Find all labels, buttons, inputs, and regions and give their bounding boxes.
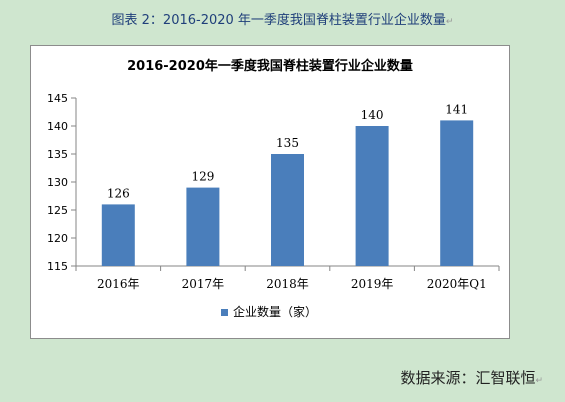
- caption-text: 图表 2：2016-2020 年一季度我国脊柱装置行业企业数量: [111, 13, 446, 28]
- data-source: 数据来源：汇智联恒↵: [400, 367, 543, 388]
- bar: [440, 120, 474, 267]
- y-tick-label: 120: [47, 232, 68, 245]
- chart-bars: 126 129 135 140 141: [101, 102, 474, 267]
- data-label: 141: [445, 102, 468, 116]
- y-tick-label: 135: [47, 148, 68, 161]
- y-tick-label: 115: [47, 260, 68, 273]
- legend-swatch: [221, 309, 228, 316]
- data-label: 129: [191, 170, 214, 184]
- chart-title: 2016-2020年一季度我国脊柱装置行业企业数量: [127, 58, 413, 74]
- bar: [355, 126, 389, 266]
- bar: [271, 154, 304, 266]
- y-tick-label: 125: [47, 204, 68, 217]
- chart-container: 2016-2020年一季度我国脊柱装置行业企业数量 115 120 125 130 13…: [30, 45, 510, 339]
- data-label: 135: [276, 136, 299, 150]
- figure-caption: 图表 2：2016-2020 年一季度我国脊柱装置行业企业数量↵: [0, 9, 565, 28]
- chart-axes: 115 120 125 130 135 140 145 2016年 2017年 2018年 2019…: [47, 92, 500, 291]
- source-text: 数据来源：汇智联恒: [400, 369, 536, 387]
- data-label: 140: [361, 108, 384, 122]
- data-label: 126: [107, 186, 130, 200]
- x-tick-label: 2016年: [97, 277, 140, 291]
- x-tick-label: 2020年Q1: [427, 277, 487, 291]
- bar: [101, 204, 135, 266]
- legend-label: 企业数量（家）: [233, 304, 317, 319]
- x-tick-label: 2019年: [351, 277, 394, 291]
- paragraph-mark-icon: ↵: [445, 17, 454, 27]
- x-tick-label: 2018年: [266, 277, 309, 291]
- y-tick-label: 145: [47, 92, 68, 105]
- y-tick-label: 140: [47, 120, 68, 133]
- paragraph-mark-icon: ↵: [535, 376, 543, 386]
- bar: [186, 187, 220, 266]
- chart-legend: 企业数量（家）: [221, 304, 317, 319]
- bar-chart: 2016-2020年一季度我国脊柱装置行业企业数量 115 120 125 130 13…: [47, 58, 500, 319]
- y-tick-label: 130: [47, 176, 68, 189]
- x-tick-label: 2017年: [182, 277, 225, 291]
